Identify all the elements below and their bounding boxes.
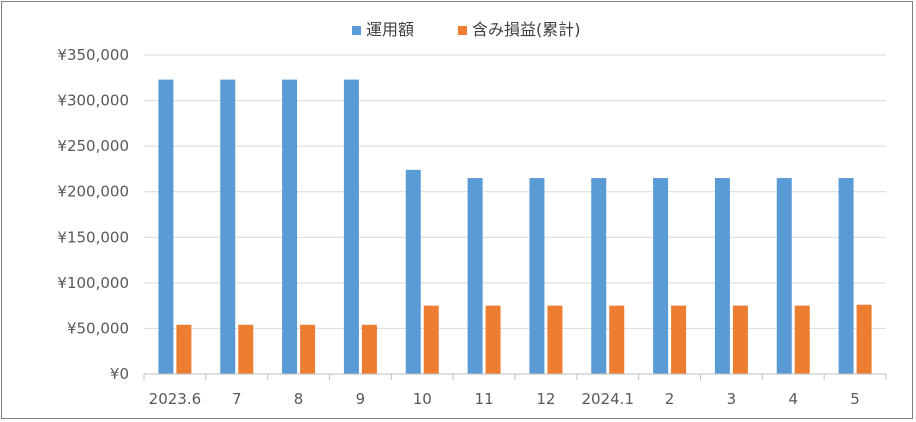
y-tick-label: ¥300,000 <box>57 92 129 110</box>
y-tick-label: ¥50,000 <box>67 319 129 337</box>
bar-unyougaku <box>714 178 730 374</box>
x-tick-label: 11 <box>475 390 494 408</box>
bar-unyougaku <box>282 79 298 374</box>
y-tick-label: ¥350,000 <box>57 46 129 64</box>
bar-fukumi-soneki <box>176 324 192 374</box>
bar-fukumi-soneki <box>856 304 872 374</box>
bar-unyougaku <box>529 178 545 374</box>
x-tick-label: 10 <box>413 390 432 408</box>
x-tick-label: 8 <box>294 390 304 408</box>
x-tick-label: 3 <box>727 390 737 408</box>
y-axis-tick-labels: ¥0 ¥50,000 ¥100,000 ¥150,000 ¥200,000 ¥250,00… <box>57 46 129 383</box>
y-tick-label: ¥200,000 <box>57 183 129 201</box>
legend-swatch-fukumi-soneki <box>458 26 467 35</box>
bar-fukumi-soneki <box>300 324 316 374</box>
axes <box>143 373 887 380</box>
bar-fukumi-soneki <box>423 305 439 374</box>
legend-label-unyougaku: 運用額 <box>366 20 414 39</box>
y-tick-label: ¥250,000 <box>57 137 129 155</box>
bar-unyougaku <box>343 79 359 374</box>
bar-unyougaku <box>838 178 854 374</box>
x-tick-label: 4 <box>788 390 798 408</box>
bar-fukumi-soneki <box>547 305 563 374</box>
x-axis-tick-labels: 2023.6 7 8 9 10 11 12 2024.1 2 3 4 5 <box>149 390 860 408</box>
x-tick-label: 7 <box>232 390 242 408</box>
y-tick-label: ¥100,000 <box>57 274 129 292</box>
bar-fukumi-soneki <box>732 305 748 374</box>
x-tick-label: 2 <box>665 390 675 408</box>
bar-fukumi-soneki <box>794 305 810 374</box>
y-tick-label: ¥0 <box>110 365 129 383</box>
x-tick-label: 9 <box>356 390 366 408</box>
x-tick-label: 2024.1 <box>582 390 635 408</box>
y-tick-label: ¥150,000 <box>57 228 129 246</box>
bar-fukumi-soneki <box>609 305 625 374</box>
bar-fukumi-soneki <box>361 324 377 374</box>
bar-fukumi-soneki <box>238 324 254 374</box>
legend-swatch-unyougaku <box>352 26 361 35</box>
legend: 運用額 含み損益(累計) <box>352 20 581 39</box>
bar-fukumi-soneki <box>485 305 501 374</box>
legend-label-fukumi-soneki: 含み損益(累計) <box>472 20 581 39</box>
bar-unyougaku <box>405 169 421 374</box>
x-tick-label: 5 <box>850 390 860 408</box>
bar-unyougaku <box>591 178 607 374</box>
x-tick-label: 12 <box>536 390 555 408</box>
x-tick-label: 2023.6 <box>149 390 202 408</box>
bar-unyougaku <box>467 178 483 374</box>
bar-unyougaku <box>220 79 236 374</box>
bar-unyougaku <box>158 79 174 374</box>
bar-unyougaku <box>653 178 669 374</box>
bars <box>158 79 872 374</box>
gridlines <box>144 54 886 329</box>
bar-fukumi-soneki <box>671 305 687 374</box>
bar-unyougaku <box>776 178 792 374</box>
